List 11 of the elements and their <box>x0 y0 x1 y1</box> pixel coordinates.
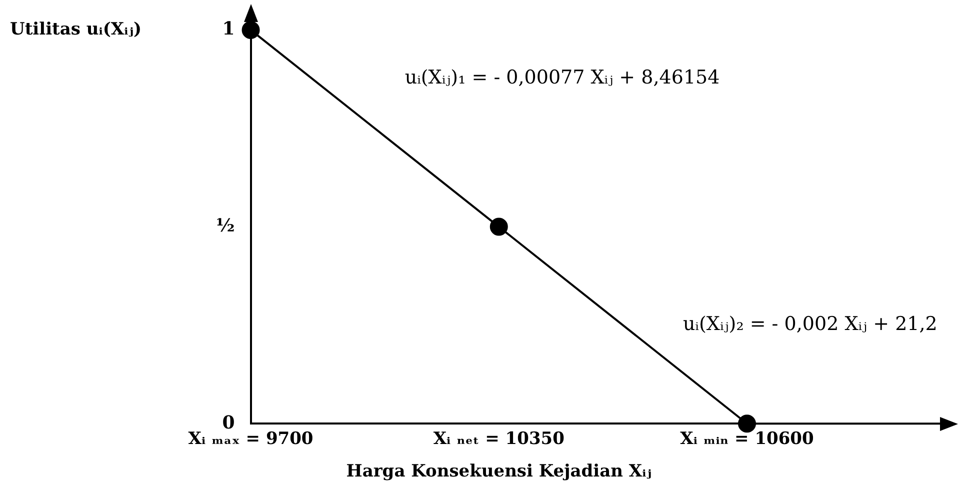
annotation: uᵢ(Xᵢⱼ)₁ = - 0,00077 Xᵢⱼ + 8,46154 <box>404 66 720 88</box>
x-tick-label: Xᵢ ₙₑₜ = 10350 <box>433 429 565 450</box>
annotation: uᵢ(Xᵢⱼ)₂ = - 0,002 Xᵢⱼ + 21,2 <box>682 313 938 336</box>
y-tick-label: 1 <box>222 18 235 40</box>
x-axis-title: Harga Konsekuensi Kejadian Xᵢⱼ <box>346 461 652 482</box>
y-axis-title: Utilitas uᵢ(Xᵢⱼ) <box>10 19 142 40</box>
point <box>242 21 260 39</box>
y-tick-label: ½ <box>216 215 235 236</box>
point <box>490 218 508 236</box>
x-tick-label: Xᵢ ₘᵢₙ = 10600 <box>680 429 814 450</box>
point <box>738 414 756 433</box>
